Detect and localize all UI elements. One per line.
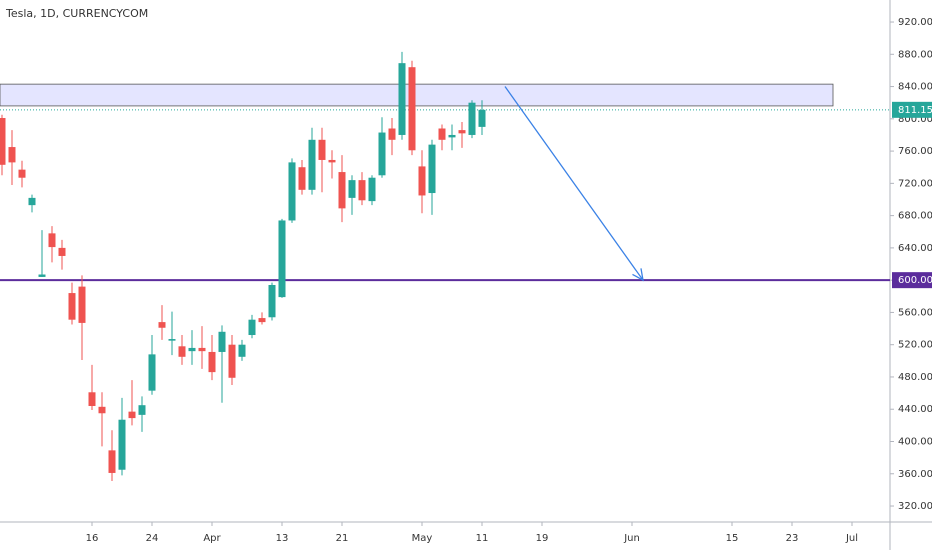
- candle-body: [168, 339, 176, 341]
- y-tick-label: 520.00: [898, 340, 932, 351]
- candle-body: [228, 344, 236, 378]
- y-tick-label: 400.00: [898, 436, 932, 447]
- candle-body: [218, 331, 226, 352]
- candle-body: [338, 172, 346, 209]
- candle-body: [258, 318, 266, 323]
- candle-body: [388, 128, 396, 140]
- candle-body: [428, 144, 436, 194]
- last-price-box: [892, 101, 932, 118]
- candle-body: [378, 132, 386, 176]
- x-tick-label: 16: [86, 533, 99, 544]
- candle-body: [468, 102, 476, 135]
- candle-body: [288, 162, 296, 221]
- candle-body: [478, 109, 486, 127]
- candle-body: [408, 67, 416, 151]
- candle-body: [368, 177, 376, 202]
- chart-title: Tesla, 1D, CURRENCYCOM: [5, 7, 148, 20]
- candle-body: [238, 344, 246, 357]
- candle-body: [248, 319, 256, 336]
- x-tick-label: 15: [726, 533, 739, 544]
- y-tick-label: 760.00: [898, 146, 932, 157]
- candle-body: [268, 284, 276, 318]
- y-tick-label: 360.00: [898, 469, 932, 480]
- x-tick-label: Apr: [203, 533, 221, 544]
- resistance-zone: [0, 83, 834, 107]
- candle-body: [278, 220, 286, 298]
- x-tick-label: 13: [276, 533, 289, 544]
- candle-body: [128, 411, 136, 419]
- candle-body: [318, 139, 326, 160]
- candle-body: [68, 293, 76, 320]
- y-tick-label: 680.00: [898, 211, 932, 222]
- last-price-label: 811.15: [898, 105, 932, 116]
- candle-body: [118, 419, 126, 470]
- y-tick-label: 800.00: [898, 114, 932, 125]
- candle-body: [208, 351, 216, 373]
- y-tick-label: 880.00: [898, 49, 932, 60]
- y-tick-label: 480.00: [898, 372, 932, 383]
- x-tick-label: May: [412, 533, 433, 544]
- candle-body: [178, 346, 186, 357]
- candle-body: [58, 247, 66, 256]
- y-tick-label: 320.00: [898, 501, 932, 512]
- candle-body: [198, 347, 206, 352]
- candle-body: [38, 274, 46, 277]
- candle-body: [0, 118, 6, 165]
- candle-body: [18, 169, 26, 178]
- candle-body: [358, 180, 366, 201]
- candle-body: [398, 63, 406, 135]
- x-tick-label: 24: [146, 533, 159, 544]
- candle-body: [458, 130, 466, 134]
- y-tick-label: 720.00: [898, 178, 932, 189]
- arrow-head: [632, 268, 644, 282]
- x-tick-label: 23: [786, 533, 799, 544]
- y-tick-label: 560.00: [898, 307, 932, 318]
- candle-body: [28, 197, 36, 206]
- candle-body: [138, 405, 146, 415]
- candle-body: [298, 167, 306, 190]
- candle-body: [438, 128, 446, 140]
- level-label: 600.00: [898, 275, 932, 286]
- candle-body: [108, 450, 116, 473]
- candle-body: [8, 147, 16, 163]
- y-tick-label: 640.00: [898, 243, 932, 254]
- y-tick-label: 440.00: [898, 404, 932, 415]
- candle-body: [158, 322, 166, 328]
- candle-body: [78, 286, 86, 323]
- candle-body: [448, 134, 456, 138]
- candle-body: [328, 159, 336, 163]
- x-tick-label: 11: [476, 533, 489, 544]
- candle-body: [418, 166, 426, 196]
- candle-body: [48, 233, 56, 248]
- level-box: [892, 272, 932, 289]
- arrow-line: [504, 86, 644, 281]
- x-tick-label: 21: [336, 533, 349, 544]
- candle-body: [88, 392, 96, 406]
- candle-body: [188, 347, 196, 352]
- candle-body: [348, 180, 356, 198]
- y-tick-label: 840.00: [898, 82, 932, 93]
- x-tick-label: Jun: [623, 533, 640, 544]
- y-tick-label: 920.00: [898, 17, 932, 28]
- candle-body: [98, 406, 106, 414]
- candle-body: [148, 354, 156, 391]
- x-tick-label: Jul: [845, 533, 858, 544]
- x-tick-label: 19: [536, 533, 549, 544]
- candle-body: [308, 139, 316, 190]
